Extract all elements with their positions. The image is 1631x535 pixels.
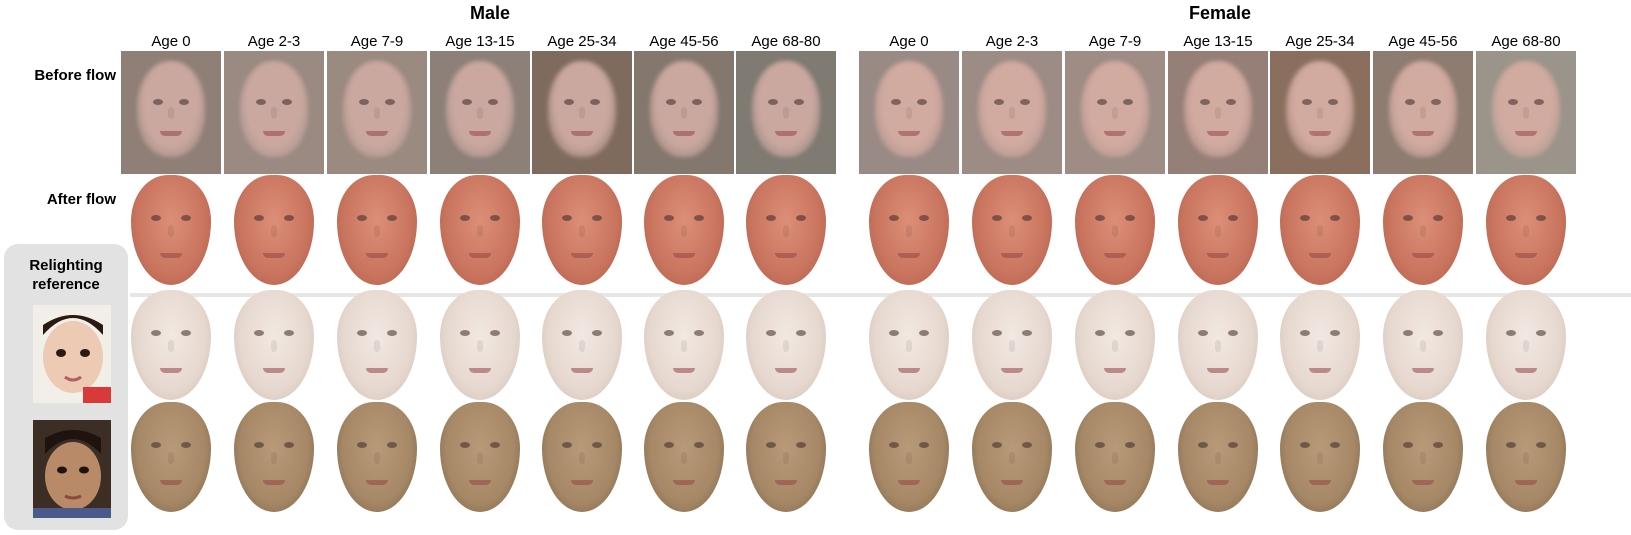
female-after-flow-face-2: [1065, 175, 1165, 290]
female-col-label-6: Age 68-80: [1491, 33, 1561, 50]
male-before-flow-face-0: [121, 51, 221, 174]
male-relit-face-1-1: [224, 290, 324, 405]
female-relit-face-2-2: [1065, 402, 1165, 517]
male-relit-face-2-5: [634, 402, 734, 517]
male-before-flow-face-6: [736, 51, 836, 174]
before-flow-label: Before flow: [34, 67, 116, 84]
male-after-flow-face-2: [327, 175, 427, 290]
male-relit-face-2-6: [736, 402, 836, 517]
male-relit-face-1-3: [430, 290, 530, 405]
relighting-title-line1: Relighting: [29, 257, 103, 274]
female-after-flow-face-3: [1168, 175, 1268, 290]
male-after-flow-face-6: [736, 175, 836, 290]
male-relit-face-1-6: [736, 290, 836, 405]
male-before-flow-face-3: [430, 51, 530, 174]
male-col-label-1: Age 2-3: [247, 33, 301, 50]
female-col-label-2: Age 7-9: [1088, 33, 1142, 50]
male-col-label-5: Age 45-56: [649, 33, 719, 50]
female-relit-face-2-5: [1373, 402, 1473, 517]
male-relit-face-2-2: [327, 402, 427, 517]
male-relit-face-1-5: [634, 290, 734, 405]
female-relit-face-2-4: [1270, 402, 1370, 517]
male-group-title: Male: [469, 3, 511, 23]
male-after-flow-face-1: [224, 175, 324, 290]
female-col-label-3: Age 13-15: [1183, 33, 1253, 50]
relighting-reference-title: Relighting reference: [4, 256, 128, 294]
female-before-flow-face-0: [859, 51, 959, 174]
female-after-flow-face-6: [1476, 175, 1576, 290]
female-before-flow-face-6: [1476, 51, 1576, 174]
reference-photo-2: [33, 420, 111, 518]
female-before-flow-face-4: [1270, 51, 1370, 174]
male-relit-face-1-2: [327, 290, 427, 405]
female-before-flow-face-5: [1373, 51, 1473, 174]
female-relit-face-1-5: [1373, 290, 1473, 405]
male-col-label-6: Age 68-80: [751, 33, 821, 50]
female-relit-face-2-0: [859, 402, 959, 517]
female-col-label-5: Age 45-56: [1388, 33, 1458, 50]
female-group-title: Female: [1188, 3, 1252, 23]
female-relit-face-1-2: [1065, 290, 1165, 405]
female-before-flow-face-3: [1168, 51, 1268, 174]
female-after-flow-face-1: [962, 175, 1062, 290]
female-col-label-1: Age 2-3: [985, 33, 1039, 50]
male-relit-face-2-3: [430, 402, 530, 517]
male-before-flow-face-4: [532, 51, 632, 174]
male-relit-face-1-4: [532, 290, 632, 405]
female-before-flow-face-2: [1065, 51, 1165, 174]
female-relit-face-2-3: [1168, 402, 1268, 517]
female-col-label-0: Age 0: [889, 33, 929, 50]
male-relit-face-2-1: [224, 402, 324, 517]
female-relit-face-2-6: [1476, 402, 1576, 517]
male-col-label-3: Age 13-15: [445, 33, 515, 50]
relighting-title-line2: reference: [32, 276, 100, 293]
male-before-flow-face-2: [327, 51, 427, 174]
male-before-flow-face-5: [634, 51, 734, 174]
after-flow-label: After flow: [46, 191, 116, 208]
female-relit-face-1-3: [1168, 290, 1268, 405]
row-divider: [130, 293, 1631, 297]
female-after-flow-face-5: [1373, 175, 1473, 290]
male-relit-face-2-0: [121, 402, 221, 517]
female-relit-face-1-1: [962, 290, 1062, 405]
female-after-flow-face-0: [859, 175, 959, 290]
female-relit-face-1-0: [859, 290, 959, 405]
male-col-label-2: Age 7-9: [350, 33, 404, 50]
male-after-flow-face-5: [634, 175, 734, 290]
female-relit-face-1-6: [1476, 290, 1576, 405]
male-relit-face-2-4: [532, 402, 632, 517]
female-before-flow-face-1: [962, 51, 1062, 174]
male-col-label-4: Age 25-34: [547, 33, 617, 50]
male-col-label-0: Age 0: [151, 33, 191, 50]
female-col-label-4: Age 25-34: [1285, 33, 1355, 50]
male-after-flow-face-4: [532, 175, 632, 290]
male-before-flow-face-1: [224, 51, 324, 174]
reference-photo-1: [33, 305, 111, 403]
female-after-flow-face-4: [1270, 175, 1370, 290]
male-after-flow-face-0: [121, 175, 221, 290]
male-after-flow-face-3: [430, 175, 530, 290]
female-relit-face-2-1: [962, 402, 1062, 517]
male-relit-face-1-0: [121, 290, 221, 405]
female-relit-face-1-4: [1270, 290, 1370, 405]
